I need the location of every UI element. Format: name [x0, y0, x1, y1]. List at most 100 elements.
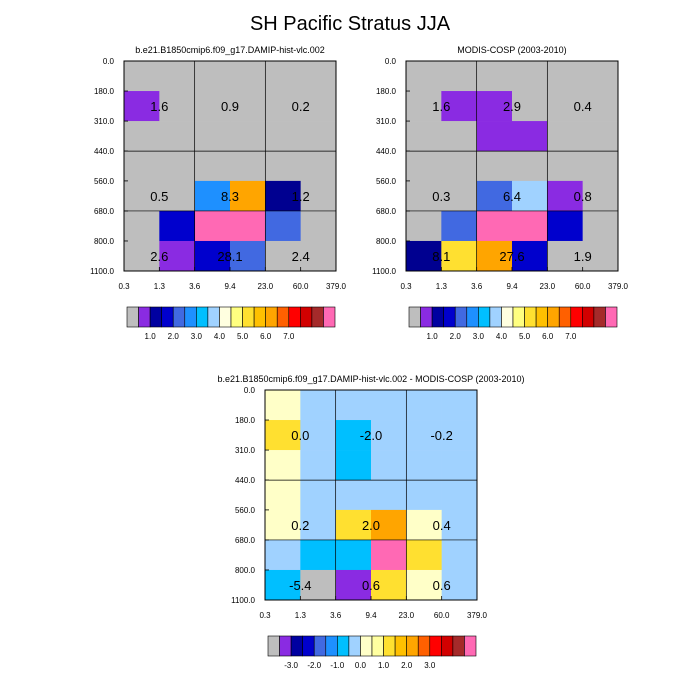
heatmap-cell — [265, 450, 301, 481]
colorbar-swatch — [464, 635, 477, 657]
colorbar-swatch — [406, 635, 419, 657]
colorbar-swatch — [300, 306, 313, 328]
y-tick-label: 1100.0 — [372, 267, 396, 276]
x-tick-label: 60.0 — [293, 282, 309, 291]
x-tick-label: 0.3 — [118, 282, 130, 291]
y-tick-label: 800.0 — [94, 237, 115, 246]
colorbar-label: 0.0 — [355, 661, 367, 670]
heatmap-cell — [371, 480, 407, 511]
y-tick-label: 180.0 — [376, 87, 397, 96]
heatmap-cell — [547, 61, 583, 92]
heatmap-cell — [582, 121, 619, 152]
heatmap-cell — [441, 210, 477, 242]
heatmap-cell — [441, 91, 477, 122]
colorbar-swatch — [417, 635, 431, 657]
x-tick-label: 3.6 — [330, 611, 342, 620]
heatmap-cell — [441, 480, 478, 511]
colorbar-swatch — [149, 306, 162, 328]
colorbar-swatch — [454, 306, 468, 328]
box-value-label: 8.1 — [432, 249, 450, 264]
colorbar-swatch — [311, 306, 324, 328]
heatmap-cell — [582, 240, 619, 272]
colorbar: 1.0 2.0 3.0 4.0 5.0 6.0 7.0 — [126, 306, 336, 341]
heatmap-cell — [194, 121, 231, 152]
colorbar-label: 6.0 — [542, 332, 554, 341]
heatmap-cell — [441, 390, 478, 421]
colorbar-swatch — [138, 306, 151, 328]
x-tick-label: 9.4 — [224, 282, 236, 291]
colorbar-swatch — [420, 306, 433, 328]
heatmap-cell — [230, 180, 266, 212]
colorbar-swatch — [441, 635, 454, 657]
colorbar-swatch — [288, 306, 301, 328]
box-value-label: 6.4 — [503, 189, 521, 204]
colorbar-swatch — [253, 306, 266, 328]
colorbar-swatch — [582, 306, 595, 328]
heatmap-cell — [582, 151, 619, 182]
heatmap-cell — [406, 210, 442, 242]
heatmap-cell — [300, 450, 336, 481]
heatmap-cell — [230, 210, 266, 242]
heatmap-cell — [371, 420, 407, 451]
colorbar-swatch — [279, 635, 292, 657]
colorbar-swatch — [172, 306, 186, 328]
heatmap-cell — [265, 539, 301, 571]
colorbar-swatch — [267, 635, 280, 657]
heatmap-cell — [335, 390, 372, 421]
colorbar-label: 2.0 — [401, 661, 413, 670]
y-tick-label: 0.0 — [244, 386, 256, 395]
box-value-label: 0.5 — [150, 189, 168, 204]
colorbar-label: 7.0 — [283, 332, 295, 341]
colorbar-swatch — [478, 306, 491, 328]
colorbar-label: 3.0 — [191, 332, 203, 341]
heatmap-cell — [476, 151, 513, 182]
heatmap-cell — [124, 240, 160, 272]
heatmap-cell — [300, 151, 337, 182]
colorbar-label: 1.0 — [427, 332, 439, 341]
figure-title: SH Pacific Stratus JJA — [250, 13, 451, 35]
heatmap-cell — [406, 180, 442, 212]
heatmap-cell — [441, 240, 477, 272]
heatmap-cell — [265, 210, 301, 242]
colorbar-label: 7.0 — [565, 332, 577, 341]
heatmap-cell — [441, 420, 478, 451]
x-tick-label: 23.0 — [540, 282, 556, 291]
box-value-label: 1.6 — [150, 99, 168, 114]
heatmap-panel: b.e21.B1850cmip6.f09_g17.DAMIP-hist-vlc.… — [90, 45, 346, 291]
heatmap-cell — [441, 509, 478, 541]
heatmap-cell — [547, 151, 583, 182]
colorbar-swatch — [570, 306, 583, 328]
heatmap-cell — [371, 390, 407, 421]
heatmap-panel: b.e21.B1850cmip6.f09_g17.DAMIP-hist-vlc.… — [218, 374, 525, 620]
y-tick-label: 680.0 — [376, 207, 397, 216]
heatmap-cell — [547, 210, 583, 242]
heatmap-cell — [476, 210, 513, 242]
heatmap-cell — [124, 210, 160, 242]
colorbar-label: 3.0 — [424, 661, 436, 670]
heatmap-cell — [441, 121, 477, 152]
heatmap-cell — [159, 61, 195, 92]
colorbar-label: 2.0 — [450, 332, 462, 341]
heatmap-cell — [265, 151, 301, 182]
x-tick-label: 0.3 — [400, 282, 412, 291]
heatmap-cell — [406, 151, 442, 182]
colorbar-swatch — [242, 306, 255, 328]
colorbar: 1.0 2.0 3.0 4.0 5.0 6.0 7.0 — [408, 306, 618, 341]
colorbar: -3.0 -2.0 -1.0 0.0 1.0 2.0 3.0 — [267, 635, 477, 670]
heatmap-cell — [124, 180, 160, 212]
panel-title: b.e21.B1850cmip6.f09_g17.DAMIP-hist-vlc.… — [218, 374, 525, 384]
heatmap-cell — [124, 151, 160, 182]
heatmap-cell — [159, 121, 195, 152]
colorbar-swatch — [290, 635, 303, 657]
box-value-label: 0.4 — [433, 518, 451, 533]
y-tick-label: 0.0 — [385, 57, 397, 66]
heatmap-cell — [512, 210, 548, 242]
box-value-label: 2.4 — [292, 249, 310, 264]
x-tick-label: 1.3 — [436, 282, 448, 291]
colorbar-swatch — [230, 306, 243, 328]
colorbar-swatch — [325, 635, 338, 657]
heatmap-cell — [230, 151, 266, 182]
colorbar-swatch — [394, 635, 407, 657]
colorbar-label: 2.0 — [168, 332, 180, 341]
heatmap-cell — [406, 91, 442, 122]
